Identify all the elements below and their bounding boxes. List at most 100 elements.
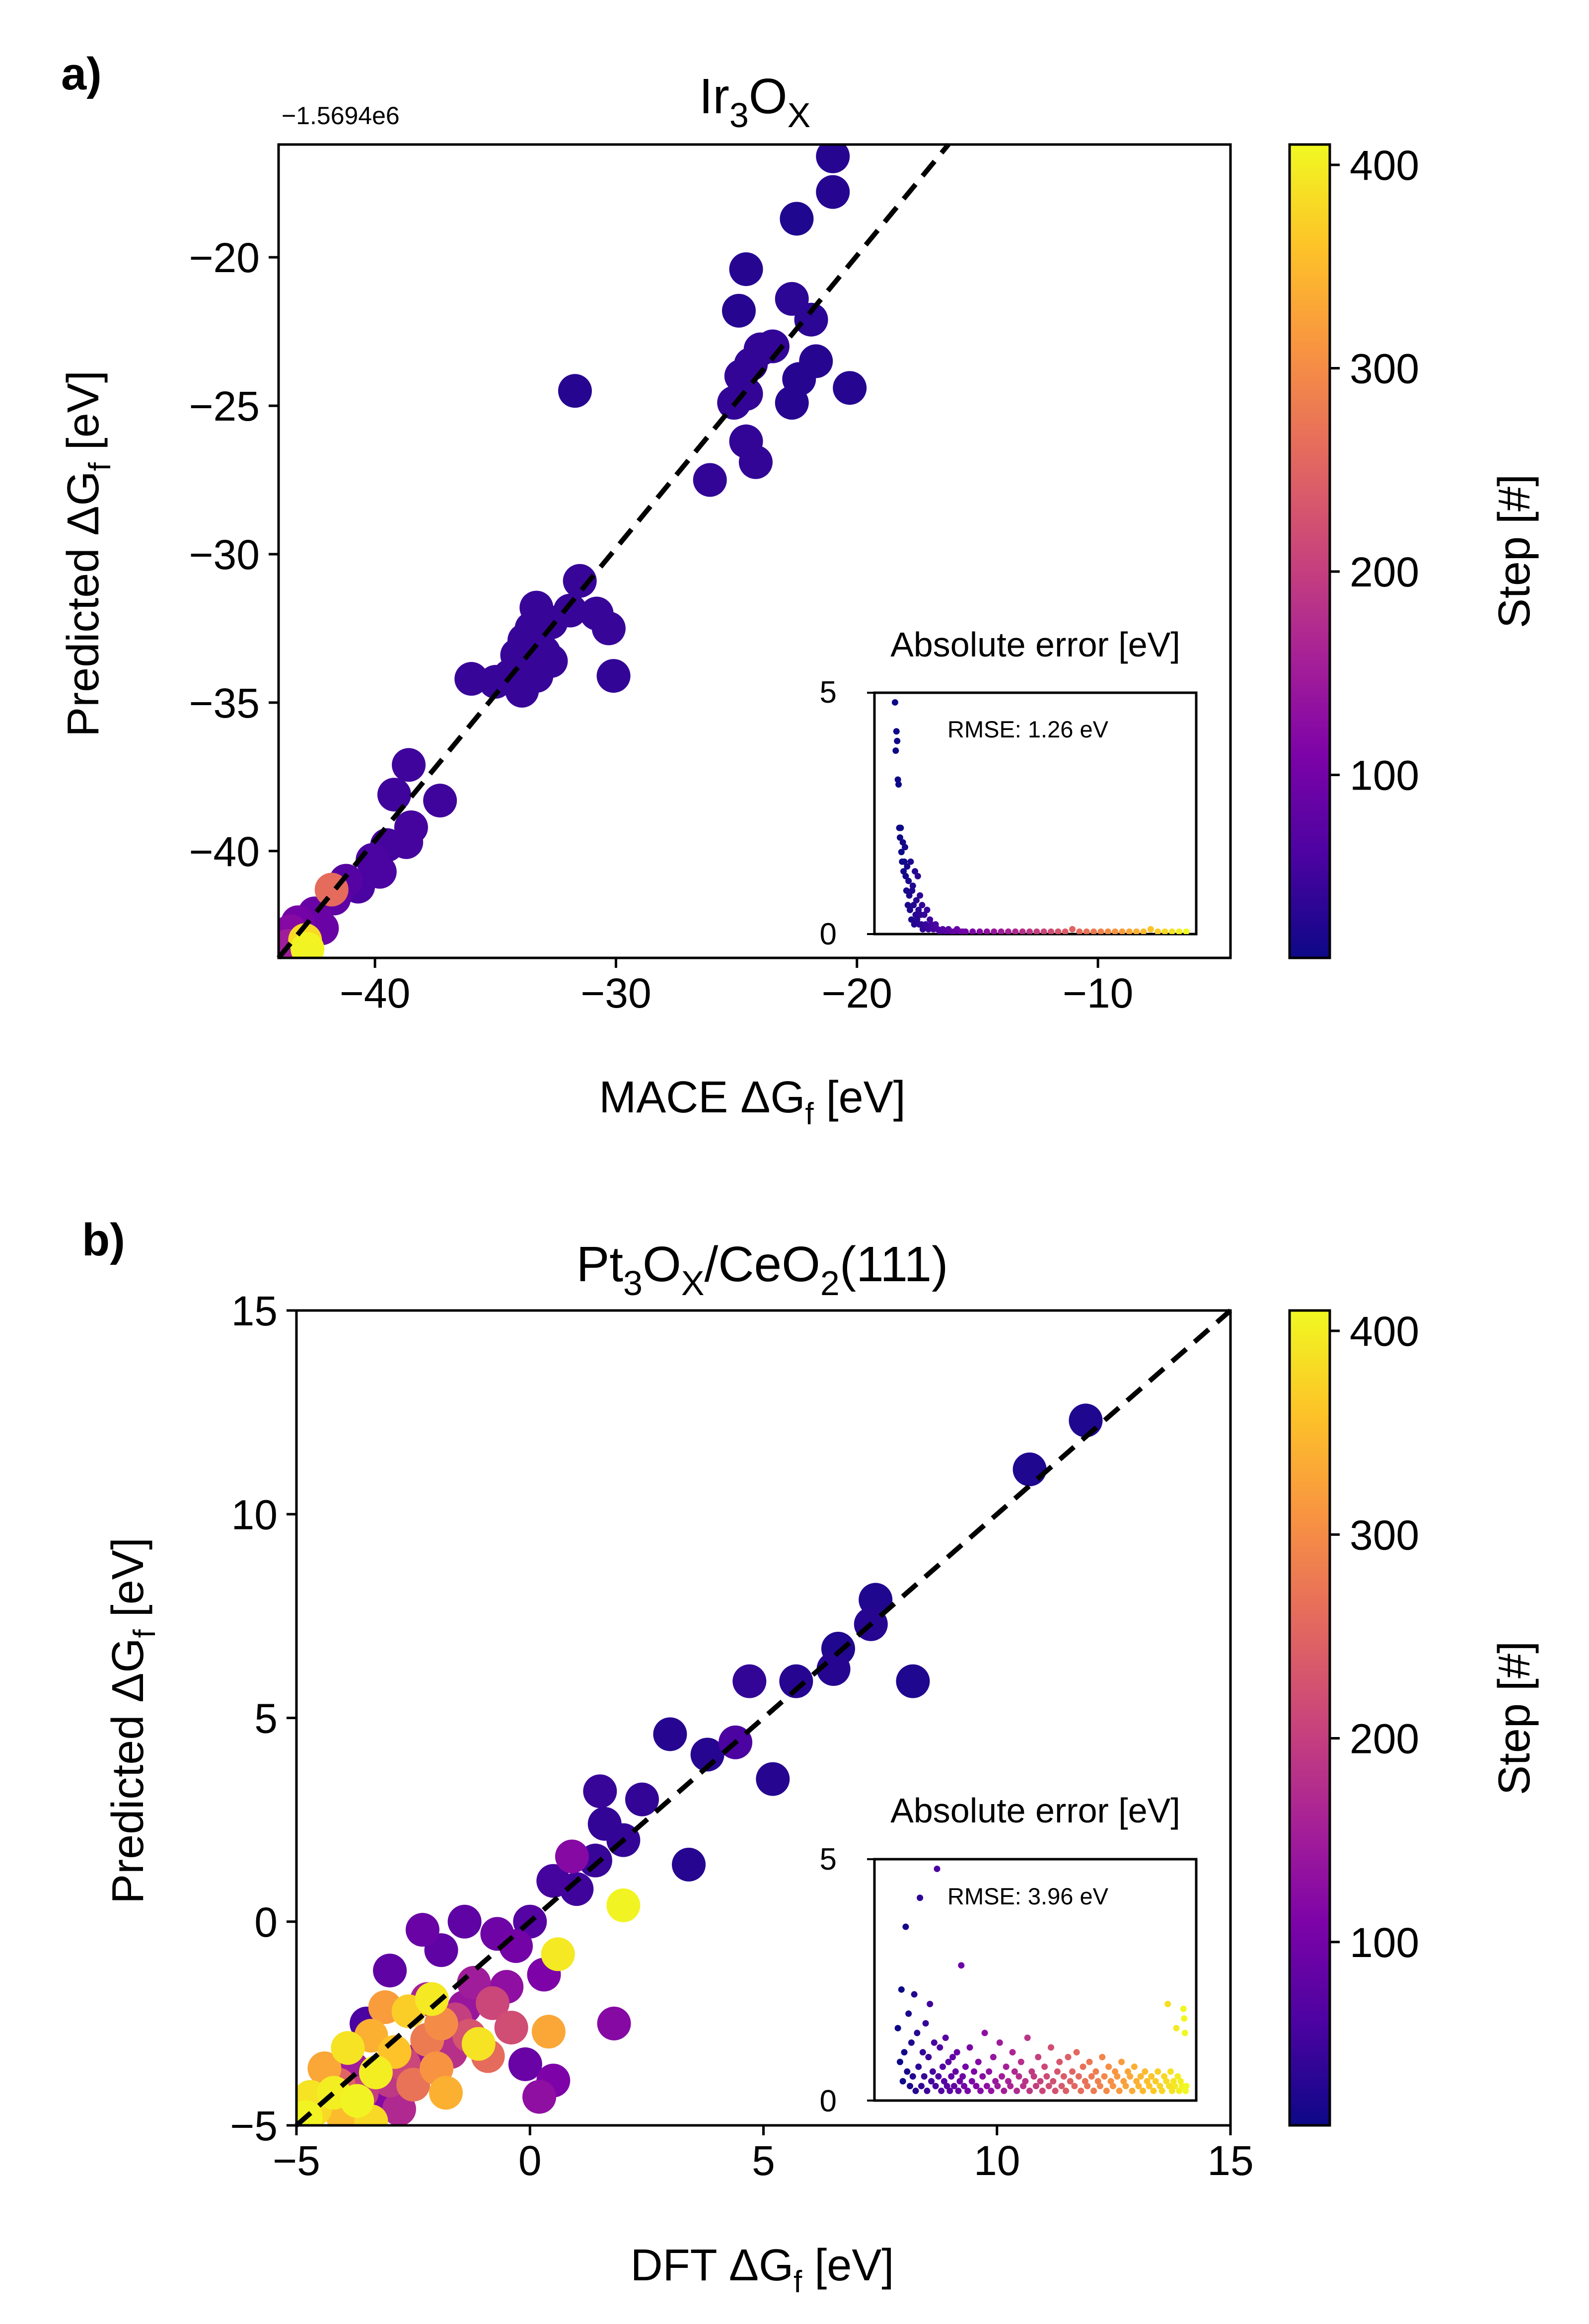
inset-point [1052, 2088, 1059, 2095]
inset-point [1120, 2078, 1127, 2085]
panel-a-title: Ir3OX [699, 69, 811, 135]
inset-point [955, 2088, 962, 2095]
inset-point [1112, 2068, 1119, 2075]
x-tick-label: 15 [1207, 2137, 1253, 2184]
inset-point [1084, 2083, 1091, 2090]
inset-point [1058, 2083, 1065, 2090]
x-tick-label: 10 [974, 2137, 1020, 2184]
panel-b-inset-frame [873, 1858, 1198, 2102]
inset-point [902, 844, 909, 851]
inset-point [1114, 2073, 1121, 2080]
scatter-point [519, 659, 554, 693]
inset-point [1054, 2068, 1061, 2075]
panel-a-inset-rmse: RMSE: 1.26 eV [947, 716, 1109, 742]
inset-point [918, 2083, 925, 2090]
inset-point [903, 887, 910, 894]
panel-a-inset-ytick-5: 5 [820, 675, 837, 710]
inset-point [962, 928, 969, 934]
inset-point [924, 2088, 931, 2095]
scatter-point [780, 202, 814, 236]
inset-point [1174, 2073, 1181, 2080]
inset-point [1168, 2088, 1175, 2095]
inset-point [1001, 2088, 1008, 2095]
inset-point [1096, 2083, 1103, 2090]
inset-point [1142, 2068, 1149, 2075]
x-tick-label: −30 [580, 970, 651, 1017]
inset-point [1069, 926, 1076, 933]
inset-point [893, 728, 900, 735]
scatter-point [423, 784, 457, 818]
inset-point [1137, 2073, 1144, 2080]
inset-point [1152, 2078, 1159, 2085]
inset-point [1045, 2083, 1052, 2090]
scatter-point [541, 1937, 575, 1971]
inset-point [958, 1962, 965, 1969]
panel-b-colorbar-gradient [1288, 1309, 1331, 2127]
colorbar-tick-label: 400 [1350, 1308, 1419, 1355]
inset-point [922, 2020, 929, 2027]
inset-point [938, 2088, 945, 2095]
inset-point [998, 928, 1005, 934]
panel-a-inset: Absolute error [eV] RMSE: 1.26 eV 5 0 [820, 625, 1198, 951]
inset-point [1171, 2083, 1178, 2090]
inset-point [992, 2078, 999, 2085]
inset-point [975, 2058, 982, 2065]
scatter-point [729, 252, 763, 287]
inset-point [988, 2088, 995, 2095]
scatter-point [522, 2080, 557, 2114]
inset-point [956, 2078, 963, 2085]
scatter-point [732, 1664, 767, 1698]
inset-point [901, 858, 908, 865]
scatter-point [377, 778, 411, 812]
inset-point [1105, 2063, 1112, 2070]
scatter-point [531, 2015, 566, 2049]
inset-point [1155, 2068, 1161, 2075]
inset-point [935, 2073, 942, 2080]
inset-point [1167, 2068, 1174, 2075]
inset-point [907, 858, 914, 865]
inset-point [894, 2025, 901, 2032]
inset-point [1020, 2083, 1027, 2090]
inset-point [1161, 928, 1168, 934]
inset-point [999, 2073, 1006, 2080]
colorbar-tick-label: 200 [1350, 549, 1419, 595]
inset-point [1129, 2088, 1136, 2095]
scatter-point [415, 1982, 449, 2016]
inset-point [1009, 2049, 1016, 2056]
inset-point [976, 928, 983, 934]
inset-point [1007, 2083, 1014, 2090]
inset-point [915, 2063, 922, 2070]
scatter-point [653, 1717, 687, 1751]
inset-point [1104, 928, 1111, 934]
inset-point [969, 928, 976, 934]
scatter-point [690, 1738, 724, 1772]
inset-point [909, 2073, 916, 2080]
inset-point [1176, 928, 1183, 934]
inset-point [939, 2063, 946, 2070]
inset-point [909, 887, 916, 894]
inset-point [1055, 928, 1062, 934]
inset-point [1112, 928, 1119, 934]
inset-point [1166, 2083, 1173, 2090]
inset-point [912, 868, 919, 875]
panel-b-x-axis: −5 0 5 10 15 [273, 2125, 1254, 2184]
scatter-point [779, 1664, 813, 1698]
scatter-point [340, 2084, 374, 2118]
scatter-point [672, 1847, 706, 1882]
inset-point [1003, 2063, 1010, 2070]
inset-point [1056, 2058, 1063, 2065]
panel-b-inset-ytick-0: 0 [820, 2084, 837, 2118]
x-tick-label: 0 [518, 2137, 542, 2184]
x-tick-label: −5 [273, 2137, 320, 2184]
inset-point [1040, 928, 1047, 934]
scatter-point [896, 1664, 930, 1698]
scatter-point [1012, 1452, 1047, 1486]
inset-point [892, 747, 899, 754]
scatter-point [1069, 1403, 1103, 1438]
panel-a-offset-text: −1.5694e6 [282, 102, 400, 130]
inset-point [899, 2078, 906, 2085]
panel-a-scatter-points [279, 145, 867, 958]
inset-point [943, 2083, 950, 2090]
x-tick-label: −40 [340, 970, 411, 1017]
panel-a-colorbar-gradient [1288, 143, 1331, 959]
